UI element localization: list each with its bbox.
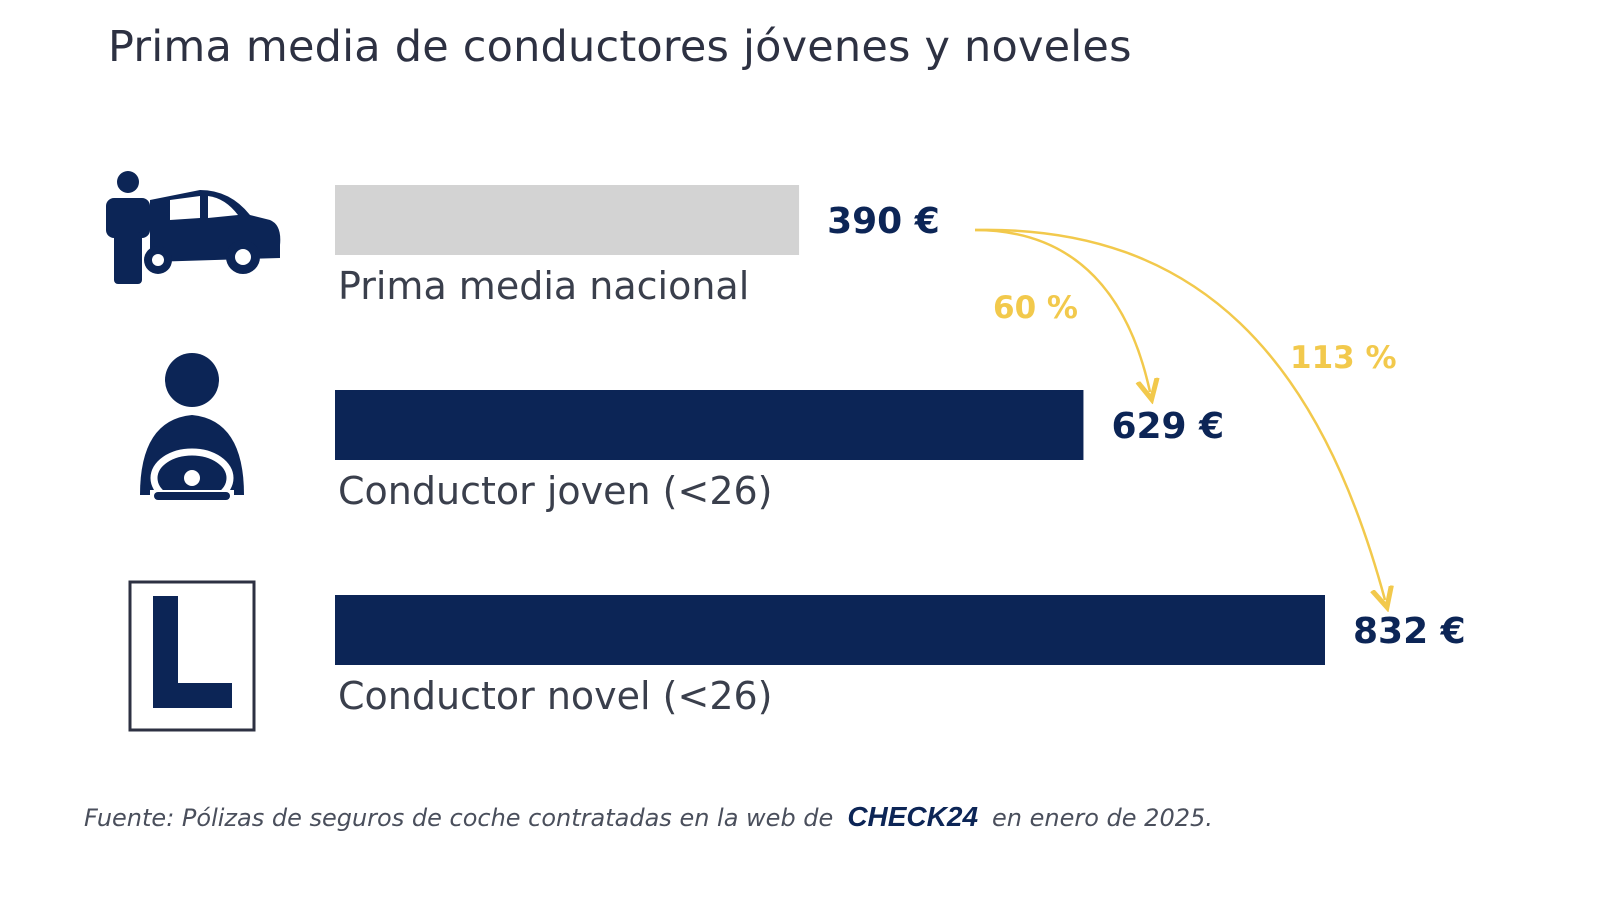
percent-arrow xyxy=(974,228,1150,392)
chart-title: Prima media de conductores jóvenes y nov… xyxy=(108,22,1132,72)
value-label: 832 € xyxy=(1353,611,1466,652)
source-suffix: en enero de 2025. xyxy=(992,804,1213,832)
source-note: Fuente: Pólizas de seguros de coche cont… xyxy=(84,801,1213,833)
young-driver-steering-wheel-icon xyxy=(140,353,244,508)
check24-logo: CHECK24 xyxy=(847,801,979,832)
novice-l-plate-icon xyxy=(128,580,256,732)
percent-label: 113 % xyxy=(1290,340,1397,376)
percent-arrow xyxy=(974,228,1385,600)
bar xyxy=(335,390,1084,460)
person-with-car-icon xyxy=(106,171,281,284)
percent-label: 60 % xyxy=(993,290,1078,326)
value-label: 629 € xyxy=(1111,406,1224,447)
source-prefix: Fuente: Pólizas de seguros de coche cont… xyxy=(84,804,834,832)
category-label: Conductor joven (<26) xyxy=(338,469,773,513)
category-label: Conductor novel (<26) xyxy=(338,674,773,718)
bar xyxy=(335,595,1325,665)
category-label: Prima media nacional xyxy=(338,264,749,308)
bar xyxy=(335,185,800,255)
value-label: 390 € xyxy=(827,201,940,242)
